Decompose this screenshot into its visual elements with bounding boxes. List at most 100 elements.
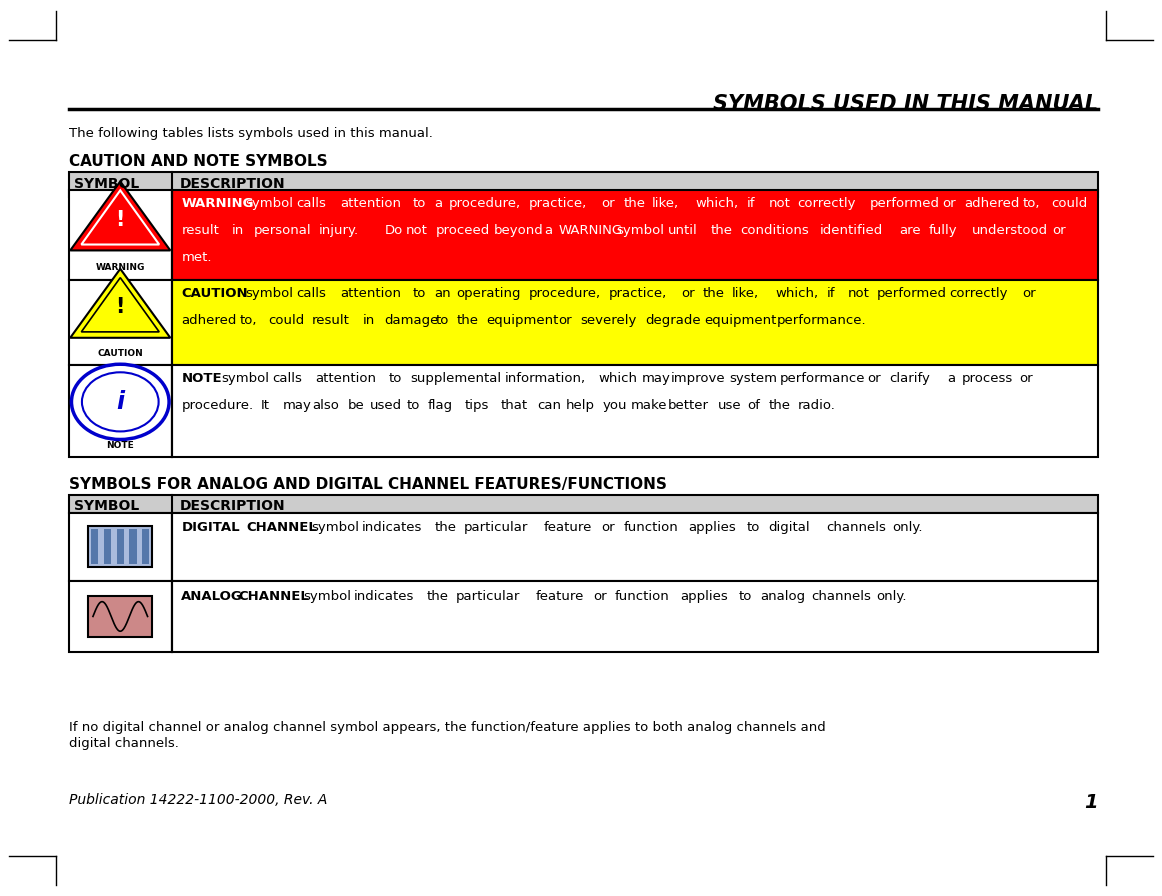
FancyBboxPatch shape (69, 190, 172, 280)
FancyBboxPatch shape (172, 280, 1098, 365)
Text: calls: calls (296, 197, 327, 211)
Text: to: to (413, 287, 426, 300)
Text: practice,: practice, (609, 287, 667, 300)
Text: or: or (867, 372, 881, 385)
Text: supplemental: supplemental (410, 372, 501, 385)
FancyBboxPatch shape (172, 365, 1098, 457)
Text: feature: feature (536, 590, 583, 603)
Text: or: or (602, 521, 615, 535)
Text: fully: fully (928, 224, 957, 237)
Text: 1: 1 (1084, 793, 1098, 812)
Text: attention: attention (340, 287, 401, 300)
Text: information,: information, (504, 372, 586, 385)
Text: i: i (116, 390, 124, 414)
Text: to: to (388, 372, 402, 385)
Text: correctly: correctly (797, 197, 856, 211)
Text: to,: to, (239, 314, 257, 327)
Text: CHANNEL: CHANNEL (238, 590, 309, 603)
Text: ANALOG: ANALOG (181, 590, 243, 603)
Text: If no digital channel or analog channel symbol appears, the function/feature app: If no digital channel or analog channel … (69, 721, 825, 735)
Text: operating: operating (457, 287, 521, 300)
Text: WARNING: WARNING (559, 224, 623, 237)
Text: performance: performance (780, 372, 866, 385)
Text: to: to (739, 590, 752, 603)
Text: can: can (537, 399, 561, 412)
Text: identified: identified (820, 224, 883, 237)
Text: may: may (282, 399, 311, 412)
Text: practice,: practice, (529, 197, 587, 211)
Text: in: in (363, 314, 375, 327)
Text: procedure,: procedure, (529, 287, 601, 300)
Text: met.: met. (181, 251, 211, 264)
Text: analog: analog (760, 590, 805, 603)
Text: proceed: proceed (436, 224, 489, 237)
Text: to: to (407, 399, 419, 412)
Text: not: not (768, 197, 790, 211)
Text: or: or (594, 590, 607, 603)
Text: channels: channels (826, 521, 887, 535)
Text: particular: particular (464, 521, 528, 535)
Text: to: to (413, 197, 426, 211)
Text: CHANNEL: CHANNEL (246, 521, 317, 535)
FancyBboxPatch shape (142, 529, 150, 564)
Text: an: an (435, 287, 451, 300)
Text: DESCRIPTION: DESCRIPTION (180, 177, 286, 191)
Text: you: you (602, 399, 626, 412)
Text: performance.: performance. (776, 314, 866, 327)
Text: or: or (602, 197, 615, 211)
Text: function: function (615, 590, 669, 603)
Text: not: not (407, 224, 428, 237)
Text: in: in (232, 224, 244, 237)
Text: could: could (1052, 197, 1088, 211)
Text: !: ! (115, 297, 125, 317)
Text: particular: particular (456, 590, 519, 603)
FancyBboxPatch shape (69, 280, 172, 365)
Text: WARNING: WARNING (181, 197, 253, 211)
Text: of: of (747, 399, 760, 412)
Text: flag: flag (428, 399, 453, 412)
Text: correctly: correctly (949, 287, 1009, 300)
Text: symbol: symbol (617, 224, 665, 237)
Text: !: ! (115, 210, 125, 230)
FancyBboxPatch shape (116, 529, 124, 564)
Text: attention: attention (316, 372, 376, 385)
FancyBboxPatch shape (91, 529, 99, 564)
Text: equipment: equipment (486, 314, 559, 327)
Text: symbol: symbol (246, 287, 294, 300)
Text: that: that (501, 399, 528, 412)
Text: are: are (899, 224, 921, 237)
Text: which: which (598, 372, 638, 385)
Text: digital: digital (768, 521, 810, 535)
Text: feature: feature (544, 521, 591, 535)
Text: be: be (349, 399, 365, 412)
Text: like,: like, (732, 287, 759, 300)
Text: procedure,: procedure, (449, 197, 521, 211)
Text: tips: tips (465, 399, 489, 412)
Text: applies: applies (689, 521, 737, 535)
Text: performed: performed (870, 197, 940, 211)
FancyBboxPatch shape (69, 365, 172, 457)
FancyBboxPatch shape (88, 527, 152, 567)
Text: used: used (370, 399, 402, 412)
Text: the: the (769, 399, 791, 412)
Text: which,: which, (775, 287, 819, 300)
Text: calls: calls (272, 372, 302, 385)
Text: CAUTION: CAUTION (181, 287, 248, 300)
Text: adhered: adhered (964, 197, 1019, 211)
Circle shape (72, 364, 170, 439)
Text: Publication 14222-1100-2000, Rev. A: Publication 14222-1100-2000, Rev. A (69, 793, 327, 807)
FancyBboxPatch shape (103, 529, 112, 564)
Text: indicates: indicates (363, 521, 423, 535)
Text: or: or (1019, 372, 1033, 385)
FancyBboxPatch shape (172, 581, 1098, 652)
Text: clarify: clarify (889, 372, 930, 385)
FancyBboxPatch shape (69, 172, 1098, 197)
Text: or: or (1052, 224, 1066, 237)
Text: could: could (268, 314, 304, 327)
Text: a: a (435, 197, 443, 211)
Text: symbol: symbol (303, 590, 351, 603)
Text: the: the (711, 224, 733, 237)
Text: only.: only. (876, 590, 906, 603)
Text: to: to (747, 521, 760, 535)
Text: DIGITAL: DIGITAL (181, 521, 239, 535)
